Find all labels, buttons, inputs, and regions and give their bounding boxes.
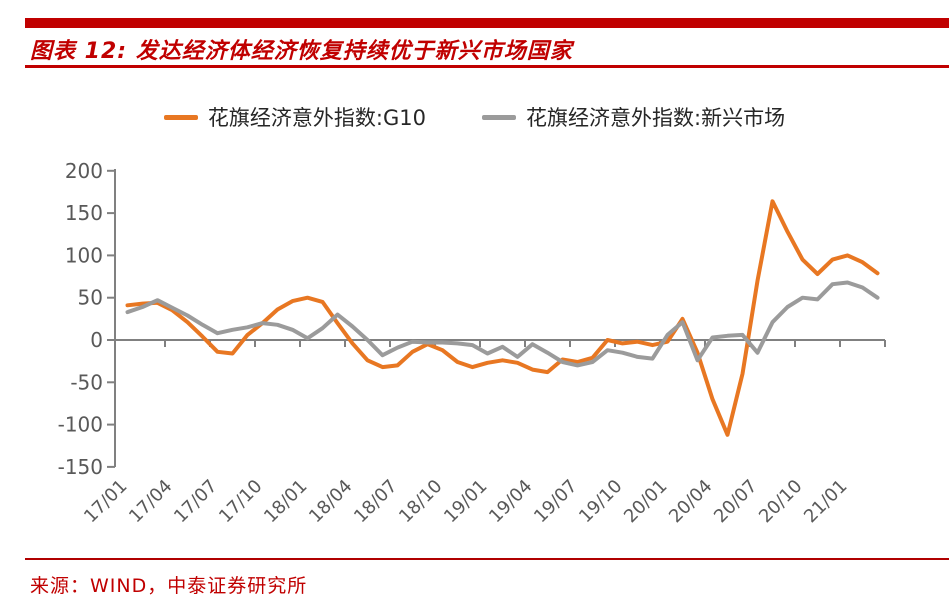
x-tick-label: 20/04 <box>665 476 717 528</box>
x-tick-label: 19/04 <box>485 476 537 528</box>
x-tick-label: 18/01 <box>260 476 312 528</box>
series-line-g10 <box>125 199 880 437</box>
x-tick-label: 17/04 <box>125 476 177 528</box>
legend-item-em: 花旗经济意外指数:新兴市场 <box>482 102 785 132</box>
x-tick-label: 19/01 <box>440 476 492 528</box>
x-tick-label: 18/04 <box>305 476 357 528</box>
x-tick-label: 20/01 <box>620 476 672 528</box>
source-text: 来源：WIND，中泰证券研究所 <box>30 575 308 597</box>
x-tick-label: 19/10 <box>575 476 627 528</box>
x-tick-label: 17/01 <box>80 476 132 528</box>
x-tick-label: 17/10 <box>215 476 267 528</box>
y-tick-label: 0 <box>90 328 103 352</box>
y-tick-label: 100 <box>65 243 103 267</box>
page-title: 图表 12: 发达经济体经济恢复持续优于新兴市场国家 <box>30 39 573 64</box>
y-tick-label: 150 <box>65 201 103 225</box>
y-tick-label: -100 <box>58 413 103 437</box>
top-accent-bar <box>25 18 949 28</box>
em-line-swatch-icon <box>482 114 516 120</box>
title-divider <box>25 65 949 68</box>
x-tick-label: 21/01 <box>800 476 852 528</box>
g10-line-swatch-icon <box>163 114 198 120</box>
x-tick-label: 18/10 <box>395 476 447 528</box>
x-tick-label: 19/07 <box>530 476 582 528</box>
y-tick-label: -50 <box>70 370 103 394</box>
y-tick-label: 200 <box>65 159 103 183</box>
x-tick-label: 20/10 <box>755 476 807 528</box>
y-tick-label: 50 <box>78 286 103 310</box>
series-line-em <box>125 280 880 368</box>
legend-item-g10: 花旗经济意外指数:G10 <box>163 102 426 132</box>
x-tick-label: 18/07 <box>350 476 402 528</box>
chart-legend: 花旗经济意外指数:G10 花旗经济意外指数:新兴市场 <box>0 102 949 132</box>
legend-label-g10: 花旗经济意外指数:G10 <box>207 106 426 130</box>
x-tick-label: 20/07 <box>710 476 762 528</box>
footer-divider <box>25 558 949 560</box>
y-tick-label: -150 <box>58 455 103 479</box>
legend-label-em: 花旗经济意外指数:新兴市场 <box>526 106 786 130</box>
x-tick-label: 17/07 <box>170 476 222 528</box>
